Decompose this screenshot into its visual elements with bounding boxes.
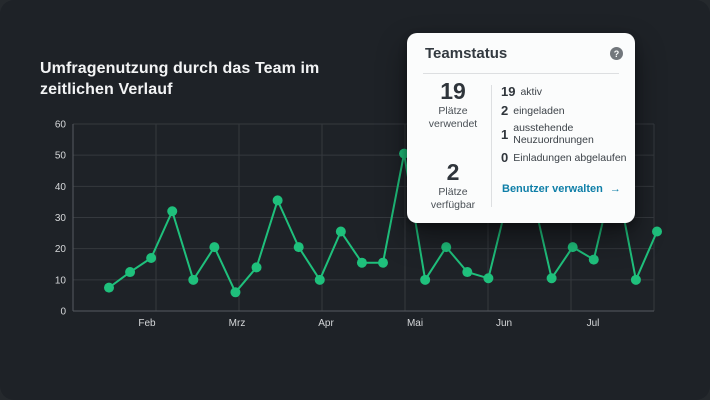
stat-value: 19 (501, 84, 516, 99)
data-point[interactable] (630, 274, 641, 285)
manage-users-label: Benutzer verwalten (502, 183, 603, 195)
data-point[interactable] (483, 273, 494, 284)
data-point[interactable] (230, 287, 241, 298)
column-divider (491, 85, 492, 207)
data-point[interactable] (378, 257, 388, 268)
data-point[interactable] (209, 242, 220, 253)
header-divider (423, 73, 619, 74)
seats-available-value: 2 (446, 159, 460, 185)
y-tick-label: 30 (55, 213, 67, 224)
team-stats-list: 19 aktiv 2 eingeladen 1 ausstehende Neuz… (501, 84, 631, 165)
stat-row-pending: 1 ausstehende Neuzuordnungen (501, 122, 631, 146)
y-tick-label: 20 (55, 244, 67, 255)
stat-label: eingeladen (513, 104, 565, 117)
stat-row-active: 19 aktiv (501, 84, 631, 99)
manage-users-link[interactable]: Benutzer verwalten → (502, 183, 621, 195)
x-tick-label: Jun (496, 318, 512, 329)
data-point[interactable] (441, 242, 452, 253)
y-tick-label: 50 (55, 151, 67, 162)
x-tick-label: Apr (318, 318, 334, 329)
seats-available-block: 2 Plätze verfügbar (417, 159, 489, 212)
y-tick-label: 10 (55, 275, 67, 286)
y-tick-label: 0 (60, 307, 66, 318)
data-point[interactable] (567, 242, 578, 253)
data-point[interactable] (146, 253, 157, 264)
data-point[interactable] (293, 242, 304, 253)
stat-value: 1 (501, 126, 509, 142)
y-tick-label: 60 (55, 120, 67, 131)
x-tick-label: Mai (407, 318, 423, 329)
x-tick-label: Mrz (229, 318, 246, 329)
stat-row-expired: 0 Einladungen abgelaufen (501, 150, 631, 165)
data-point[interactable] (251, 262, 262, 273)
stat-label: Einladungen abgelaufen (513, 151, 627, 164)
seats-used-value: 19 (440, 78, 466, 104)
data-point[interactable] (272, 195, 283, 206)
stat-label: aktiv (520, 85, 543, 98)
stat-value: 0 (501, 150, 509, 165)
stat-row-invited: 2 eingeladen (501, 103, 631, 118)
data-point[interactable] (420, 274, 431, 285)
data-point[interactable] (652, 226, 662, 237)
x-tick-label: Jul (587, 318, 600, 329)
arrow-right-icon: → (609, 183, 621, 195)
x-tick-label: Feb (138, 318, 156, 329)
data-point[interactable] (356, 257, 367, 268)
data-point[interactable] (588, 254, 599, 265)
y-tick-label: 40 (55, 182, 67, 193)
stat-label: ausstehende Neuzuordnungen (513, 122, 594, 146)
help-icon[interactable]: ? (610, 47, 623, 60)
card-header: Teamstatus ? (425, 45, 623, 62)
stat-value: 2 (501, 103, 509, 118)
card-title: Teamstatus (425, 45, 508, 62)
data-point[interactable] (546, 273, 557, 284)
data-point[interactable] (399, 148, 410, 159)
teamstatus-card: Teamstatus ? 19 Plätze verwendet 19 akti… (407, 33, 635, 223)
data-point[interactable] (125, 267, 136, 278)
data-point[interactable] (188, 274, 199, 285)
chart-title: Umfragenutzung durch das Team im zeitlic… (40, 60, 320, 98)
data-point[interactable] (462, 267, 473, 278)
seats-used-block: 19 Plätze verwendet (417, 78, 489, 131)
data-point[interactable] (314, 274, 325, 285)
seats-used-label: Plätze verwendet (428, 105, 478, 130)
data-point[interactable] (335, 226, 346, 237)
seats-available-label: Plätze verfügbar (430, 186, 476, 211)
data-point[interactable] (167, 206, 178, 217)
data-point[interactable] (104, 282, 114, 293)
